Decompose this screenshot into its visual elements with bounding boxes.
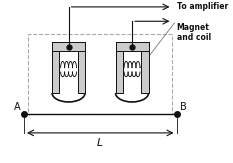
Bar <box>116 42 148 51</box>
Text: To amplifier: To amplifier <box>177 2 228 11</box>
Bar <box>78 42 85 93</box>
Text: L: L <box>97 138 103 148</box>
Bar <box>52 42 85 51</box>
Bar <box>116 42 123 93</box>
Bar <box>52 42 59 93</box>
Text: Magnet
and coil: Magnet and coil <box>177 23 211 42</box>
Bar <box>28 34 172 114</box>
Bar <box>141 42 148 93</box>
Text: A: A <box>14 102 20 112</box>
Text: B: B <box>180 102 187 112</box>
